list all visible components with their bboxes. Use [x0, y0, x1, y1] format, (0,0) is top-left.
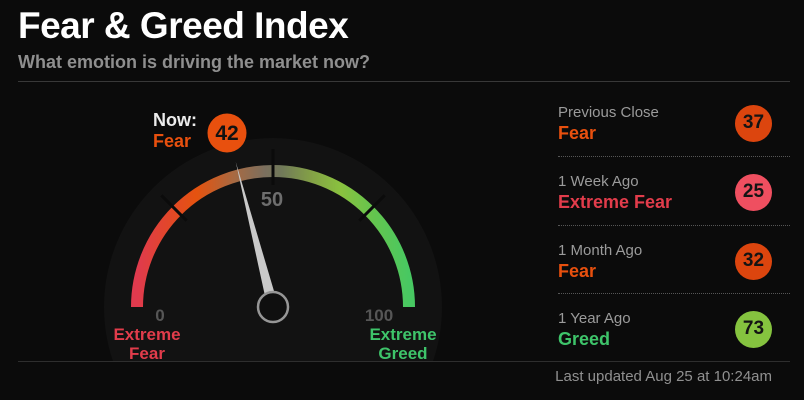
svg-text:Greed: Greed — [378, 344, 427, 362]
now-value-badge — [207, 113, 247, 153]
history-row-rating: Fear — [558, 260, 597, 281]
now-label: Now: — [153, 110, 197, 130]
gauge-tick-75 — [358, 194, 386, 222]
row-separator — [558, 225, 790, 226]
page-title: Fear & Greed Index — [18, 5, 349, 46]
history-row-rating: Fear — [558, 122, 597, 143]
history-row: 1 Month Ago Fear 32 — [558, 237, 790, 285]
extreme-fear-caption: Extreme Fear — [113, 325, 180, 362]
history-row-label: 1 Year Ago — [558, 309, 631, 327]
history-value-badge: 73 — [735, 310, 772, 348]
svg-text:Fear: Fear — [129, 344, 165, 362]
gauge-hub — [256, 290, 290, 324]
fear-greed-gauge: Now: Fear 42 50 0 100 Extreme Fear Extre… — [104, 110, 442, 362]
svg-text:Extreme: Extreme — [369, 325, 436, 344]
gauge-mid-label: 50 — [261, 189, 283, 211]
history-value-badge: 25 — [735, 173, 772, 211]
history-row: Previous Close Fear 37 — [558, 99, 790, 147]
gauge-tick-25 — [160, 194, 188, 222]
page-subtitle: What emotion is driving the market now? — [18, 52, 371, 72]
gauge-min-label: 0 — [155, 306, 164, 325]
row-separator — [558, 156, 790, 157]
history-value-badge: 32 — [735, 242, 772, 280]
gauge-needle — [235, 161, 279, 309]
last-updated-text: Last updated Aug 25 at 10:24am — [555, 368, 772, 385]
history-row-label: 1 Month Ago — [558, 241, 643, 259]
svg-text:Extreme: Extreme — [113, 325, 180, 344]
now-rating: Fear — [153, 131, 191, 151]
now-value: 42 — [215, 122, 238, 145]
history-row-label: Previous Close — [558, 103, 659, 121]
gauge-max-label: 100 — [365, 306, 393, 325]
row-separator — [558, 293, 790, 294]
history-value-badge: 37 — [735, 104, 772, 142]
history-panel: Previous Close Fear 37 1 Week Ago Extrem… — [558, 95, 790, 362]
header-divider — [18, 81, 790, 82]
history-row-label: 1 Week Ago — [558, 172, 639, 190]
history-row: 1 Week Ago Extreme Fear 25 — [558, 168, 790, 216]
footer-divider — [18, 361, 790, 362]
history-row: 1 Year Ago Greed 73 — [558, 305, 790, 353]
extreme-greed-caption: Extreme Greed — [369, 325, 436, 362]
history-row-rating: Extreme Fear — [558, 191, 673, 212]
history-row-rating: Greed — [558, 328, 611, 349]
